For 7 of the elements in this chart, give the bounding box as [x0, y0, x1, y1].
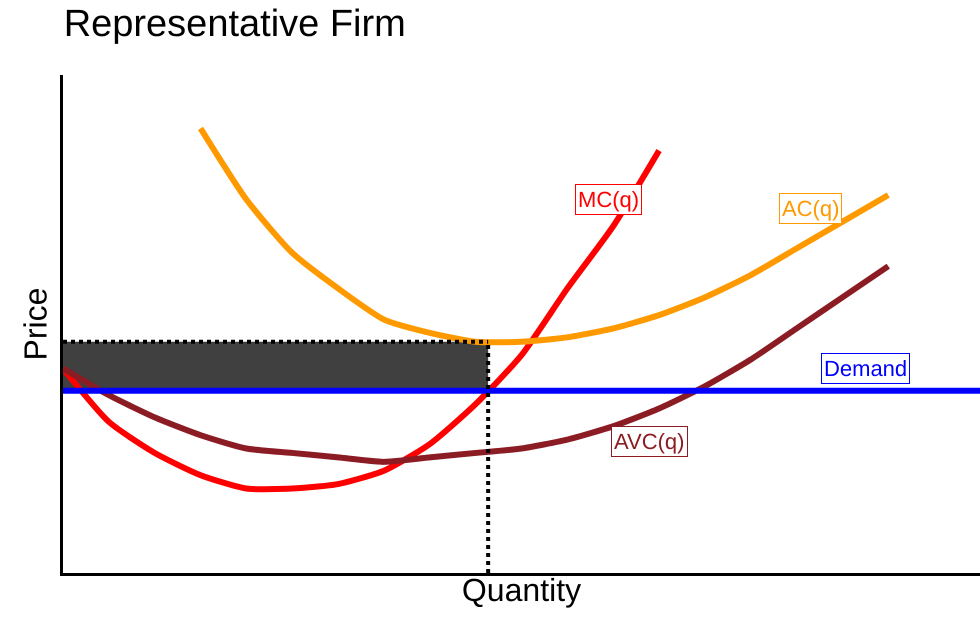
- series-label: Demand: [824, 356, 908, 381]
- series-label: MC(q): [578, 187, 640, 212]
- series-label: AC(q): [782, 196, 840, 221]
- chart-title: Representative Firm: [64, 2, 406, 45]
- x-axis-title: Quantity: [462, 572, 582, 608]
- series-label: AVC(q): [614, 429, 684, 454]
- y-axis-title: Price: [17, 288, 54, 360]
